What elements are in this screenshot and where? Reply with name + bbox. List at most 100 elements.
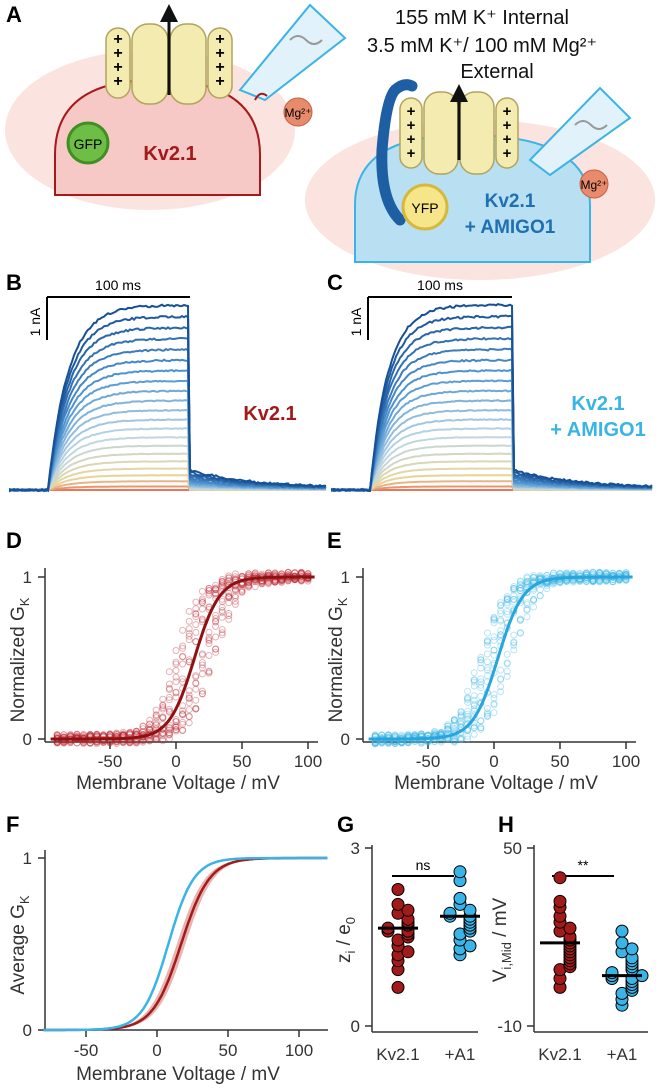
kv21-data-point — [192, 685, 200, 693]
kv21-data-point — [231, 587, 239, 595]
amigo-trace — [331, 303, 653, 493]
amigo-data-point — [477, 724, 485, 732]
kv21-data-point — [172, 722, 180, 730]
panel-g-xtick-kv21: Kv2.1 — [376, 1045, 419, 1064]
amigo-data-point — [470, 724, 478, 731]
amigo-data-point — [497, 675, 505, 683]
amigo-data-point — [464, 687, 472, 695]
amigo-data-point — [483, 658, 491, 666]
amigo-data-point — [530, 595, 538, 603]
kv21-data-point — [218, 608, 226, 616]
amigo-data-point — [450, 716, 458, 723]
svg-text:+: + — [503, 117, 512, 134]
panel-g-dot — [401, 945, 415, 959]
kv21-data-point — [185, 687, 193, 695]
amigo-data-point — [530, 597, 538, 605]
panel-e-xtick-100: 100 — [612, 752, 640, 771]
kv21-data-point — [126, 739, 134, 747]
amigo-channel: + + + + + + + + — [399, 84, 519, 175]
amigo-data-point — [490, 614, 498, 622]
kv21-data-point — [198, 670, 206, 678]
amigo-data-point — [596, 578, 604, 586]
kv21-data-point — [218, 575, 226, 583]
amigo-data-point — [523, 606, 531, 614]
kv21-data-point — [185, 695, 193, 702]
panel-g-points — [378, 865, 480, 994]
kv21-data-point — [225, 609, 233, 617]
kv21-data-point — [278, 578, 286, 586]
kv21-data-point — [93, 740, 101, 748]
kv21-data-point — [218, 580, 226, 587]
kv21-data-point — [212, 617, 220, 625]
panel-h-dot — [563, 921, 577, 935]
panel-h-xtick-kv21: Kv2.1 — [538, 1045, 581, 1064]
kv21-data-point — [172, 689, 180, 697]
kv21-data-point — [172, 678, 180, 686]
panel-h-dot — [615, 936, 629, 950]
amigo-data-point — [457, 717, 465, 725]
kv21-data-point — [238, 588, 246, 596]
kv21-data-point — [172, 647, 180, 654]
kv21-cell-schematic: GFP Kv2.1 + + + + + + + + Mg²⁺ — [5, 3, 347, 210]
kv21-data-point — [139, 722, 147, 730]
kv21-data-point — [297, 568, 305, 576]
amigo-data-point — [483, 664, 491, 672]
kv21-data-point — [165, 705, 173, 713]
kv21-data-point — [192, 610, 200, 618]
amigo-data-point — [516, 616, 524, 624]
amigo-data-point — [477, 684, 485, 692]
kv21-data-point — [152, 706, 160, 714]
amigo-data-point — [497, 631, 505, 639]
kv21-data-point — [212, 645, 220, 653]
kv21-data-point — [106, 730, 114, 738]
kv21-data-point — [172, 723, 180, 731]
panel-h-ytick-m10: -10 — [497, 1017, 522, 1036]
panel-h-ylabel: Vi,Mid / mV — [490, 897, 514, 982]
kv21-data-point — [165, 696, 173, 704]
panel-d-fit-line — [50, 575, 315, 741]
panel-f-ytick-0: 0 — [23, 1021, 32, 1040]
kv21-data-point — [251, 583, 259, 591]
amigo-data-point — [490, 633, 498, 641]
amigo-data-point — [477, 724, 485, 731]
amigo-data-point — [516, 581, 524, 589]
kv21-data-point — [218, 607, 226, 614]
amigo-data-point — [497, 631, 505, 639]
kv21-data-point — [185, 699, 193, 707]
kv21-data-point — [172, 658, 180, 666]
amigo-data-point — [483, 666, 491, 674]
kv21-data-point — [225, 574, 233, 582]
amigo-data-point — [503, 659, 511, 667]
amigo-data-point — [483, 713, 491, 720]
kv21-data-point — [185, 625, 193, 633]
kv21-data-point — [165, 708, 173, 716]
svg-text:+: + — [215, 45, 224, 62]
panel-g-xtick-a1: +A1 — [445, 1045, 476, 1064]
amigo-data-point — [470, 676, 478, 684]
kv21-data-point — [212, 585, 220, 593]
panel-label-a: A — [6, 2, 22, 27]
kv21-data-point — [231, 586, 239, 594]
svg-text:+: + — [407, 145, 416, 162]
amigo-data-point — [450, 735, 458, 743]
amigo-data-point — [543, 572, 551, 579]
amigo-data-point — [609, 578, 617, 586]
amigo-data-point — [510, 584, 518, 592]
kv21-data-point — [192, 610, 200, 617]
kv21-data-point — [146, 737, 154, 744]
amigo-data-point — [523, 577, 531, 585]
amigo-data-point — [516, 587, 524, 595]
kv21-data-point — [152, 711, 160, 719]
kv21-data-point — [284, 568, 292, 576]
panel-g-sig-label: ns — [416, 857, 431, 873]
amigo-data-point — [464, 735, 472, 743]
panel-g-dot — [391, 980, 405, 994]
svg-text:+: + — [407, 103, 416, 120]
kv21-data-point — [152, 735, 160, 743]
amigo-data-point — [483, 709, 491, 717]
kv21-data-point — [192, 621, 200, 629]
kv21-data-point — [225, 612, 233, 620]
amigo-data-point — [477, 678, 485, 686]
kv21-data-point — [245, 583, 253, 591]
panel-e-axes — [356, 568, 636, 749]
